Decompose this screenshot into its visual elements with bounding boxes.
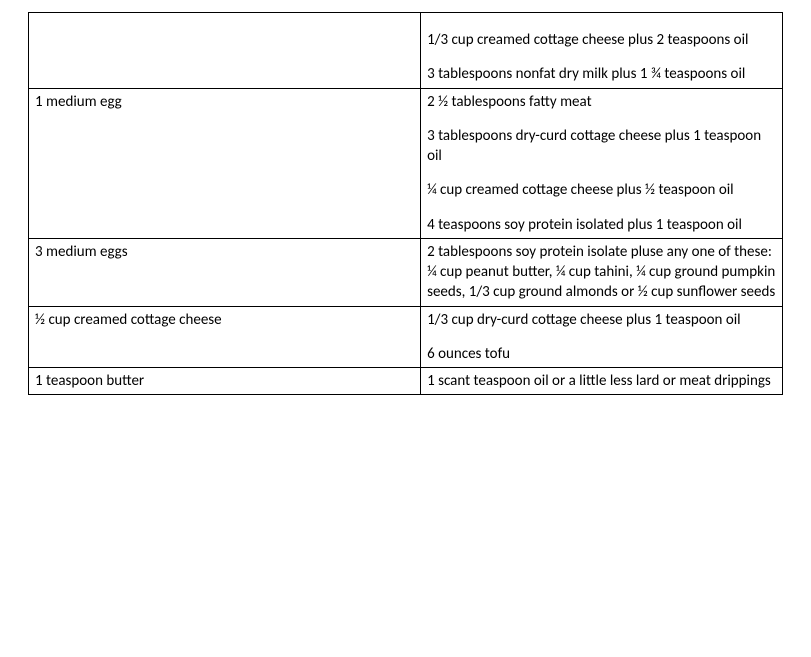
- substitute-text: 4 teaspoons soy protein isolated plus 1 …: [427, 215, 776, 235]
- substitute-cell: 1/3 cup creamed cottage cheese plus 2 te…: [421, 13, 783, 89]
- ingredient-text: ½ cup creamed cottage cheese: [35, 311, 222, 329]
- substitute-text: 1 scant teaspoon oil or a little less la…: [427, 371, 776, 391]
- table-row: 1 medium egg 2 ½ tablespoons fatty meat …: [29, 88, 783, 238]
- ingredient-text: 1 teaspoon butter: [35, 372, 144, 390]
- substitute-cell: 1 scant teaspoon oil or a little less la…: [421, 368, 783, 395]
- substitute-cell: 1/3 cup dry-curd cottage cheese plus 1 t…: [421, 306, 783, 368]
- ingredient-text: 3 medium eggs: [35, 243, 128, 261]
- substitute-text: 2 tablespoons soy protein isolate pluse …: [427, 242, 776, 303]
- substitute-text: 2 ½ tablespoons fatty meat: [427, 92, 776, 112]
- page: 1/3 cup creamed cottage cheese plus 2 te…: [0, 0, 811, 657]
- table-row: 1/3 cup creamed cottage cheese plus 2 te…: [29, 13, 783, 89]
- substitute-text: 1/3 cup dry-curd cottage cheese plus 1 t…: [427, 310, 776, 330]
- substitute-text: 6 ounces tofu: [427, 344, 776, 364]
- substitute-cell: 2 ½ tablespoons fatty meat 3 tablespoons…: [421, 88, 783, 238]
- table-row: 3 medium eggs 2 tablespoons soy protein …: [29, 238, 783, 306]
- ingredient-cell: [29, 13, 421, 89]
- substitute-cell: 2 tablespoons soy protein isolate pluse …: [421, 238, 783, 306]
- ingredient-text: 1 medium egg: [35, 93, 122, 111]
- substitute-text: ¼ cup creamed cottage cheese plus ½ teas…: [427, 180, 776, 200]
- substitution-table: 1/3 cup creamed cottage cheese plus 2 te…: [28, 12, 783, 395]
- table-row: 1 teaspoon butter 1 scant teaspoon oil o…: [29, 368, 783, 395]
- substitute-text: 1/3 cup creamed cottage cheese plus 2 te…: [427, 30, 776, 50]
- ingredient-cell: ½ cup creamed cottage cheese: [29, 306, 421, 368]
- substitute-text: 3 tablespoons nonfat dry milk plus 1 ¾ t…: [427, 64, 776, 84]
- substitute-text: 3 tablespoons dry-curd cottage cheese pl…: [427, 126, 776, 167]
- table-row: ½ cup creamed cottage cheese 1/3 cup dry…: [29, 306, 783, 368]
- ingredient-cell: 1 medium egg: [29, 88, 421, 238]
- ingredient-cell: 1 teaspoon butter: [29, 368, 421, 395]
- ingredient-cell: 3 medium eggs: [29, 238, 421, 306]
